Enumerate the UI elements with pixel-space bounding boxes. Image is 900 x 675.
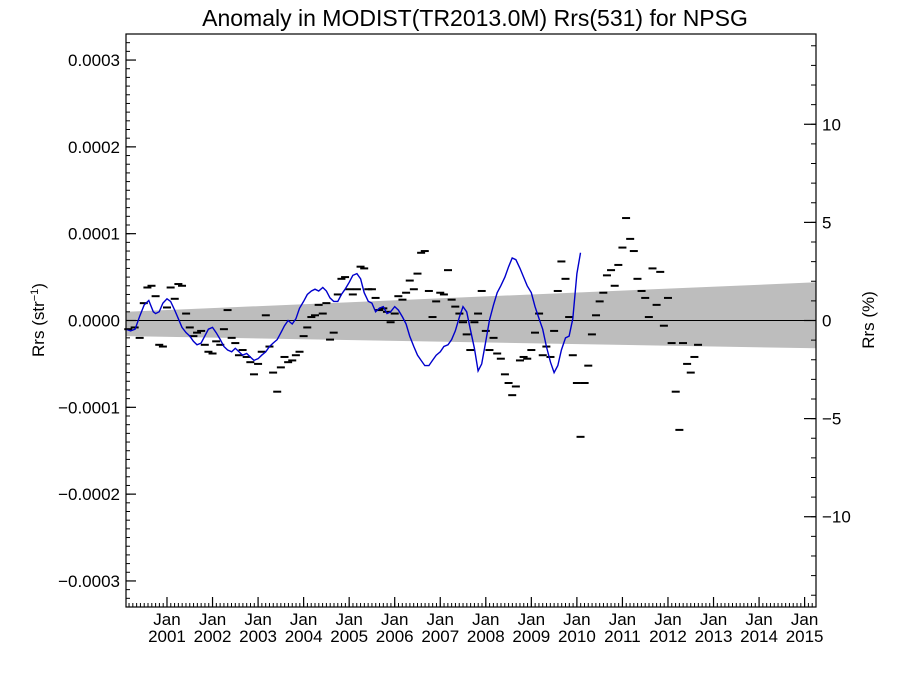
y2-tick-label: 10 [822, 115, 841, 134]
x-tick-year-label: 2012 [649, 627, 687, 646]
x-tick-month-label: Jan [244, 610, 271, 629]
y-tick-label: 0.0003 [68, 51, 120, 70]
x-tick-year-label: 2007 [421, 627, 459, 646]
y-axis-left-title-main: Rrs (str [29, 301, 48, 357]
x-tick-year-label: 2011 [604, 627, 641, 646]
chart-title: Anomaly in MODIST(TR2013.0M) Rrs(531) fo… [202, 5, 748, 31]
x-tick-month-label: Jan [791, 610, 818, 629]
x-tick-month-label: Jan [335, 610, 362, 629]
y-tick-label: 0.0000 [68, 312, 120, 331]
smoothed-anomaly-line [125, 252, 582, 375]
x-tick-year-label: 2010 [558, 627, 596, 646]
y-tick-label: 0.0002 [68, 138, 120, 157]
x-tick-month-label: Jan [700, 610, 727, 629]
y-tick-label: −0.0003 [58, 572, 120, 591]
x-tick-year-label: 2005 [330, 627, 368, 646]
x-tick-year-label: 2009 [512, 627, 550, 646]
x-tick-year-label: 2006 [376, 627, 414, 646]
smoothed-series-layer [125, 252, 816, 375]
x-tick-month-label: Jan [609, 610, 636, 629]
y-axis-right-title: Rrs (%) [859, 291, 878, 349]
x-tick-year-label: 2001 [148, 627, 186, 646]
x-tick-month-label: Jan [153, 610, 180, 629]
x-tick-year-label: 2014 [740, 627, 778, 646]
y-tick-label: 0.0001 [68, 225, 120, 244]
x-tick-month-label: Jan [472, 610, 499, 629]
y-tick-label: −0.0001 [58, 398, 120, 417]
y-axis-left-title-superscript: −1 [29, 289, 41, 302]
x-tick-year-label: 2002 [194, 627, 232, 646]
monthly-anomaly-markers [124, 217, 703, 438]
y2-tick-label: −10 [822, 508, 851, 527]
x-tick-month-label: Jan [199, 610, 226, 629]
y2-tick-label: 0 [822, 312, 831, 331]
y2-tick-label: 5 [822, 213, 831, 232]
x-tick-month-label: Jan [518, 610, 545, 629]
x-tick-month-label: Jan [381, 610, 408, 629]
x-tick-year-label: 2015 [786, 627, 824, 646]
x-tick-year-label: 2004 [285, 627, 323, 646]
axes-layer: 0.0003 0.0002 0.0001 0.0000 −0.0001 −0.0002 −0… [58, 33, 851, 646]
y-axis-left-title-close: ) [29, 283, 48, 289]
x-tick-month-label: Jan [745, 610, 772, 629]
x-tick-year-label: 2003 [239, 627, 277, 646]
x-tick-month-label: Jan [654, 610, 681, 629]
y-tick-label: −0.0002 [58, 485, 120, 504]
x-tick-month-label: Jan [563, 610, 590, 629]
x-tick-month-label: Jan [290, 610, 317, 629]
y-axis-left-title: Rrs (str−1) [29, 283, 48, 357]
x-tick-month-label: Jan [427, 610, 454, 629]
y2-tick-label: −5 [822, 410, 841, 429]
x-tick-year-label: 2008 [467, 627, 505, 646]
x-tick-year-label: 2013 [695, 627, 733, 646]
